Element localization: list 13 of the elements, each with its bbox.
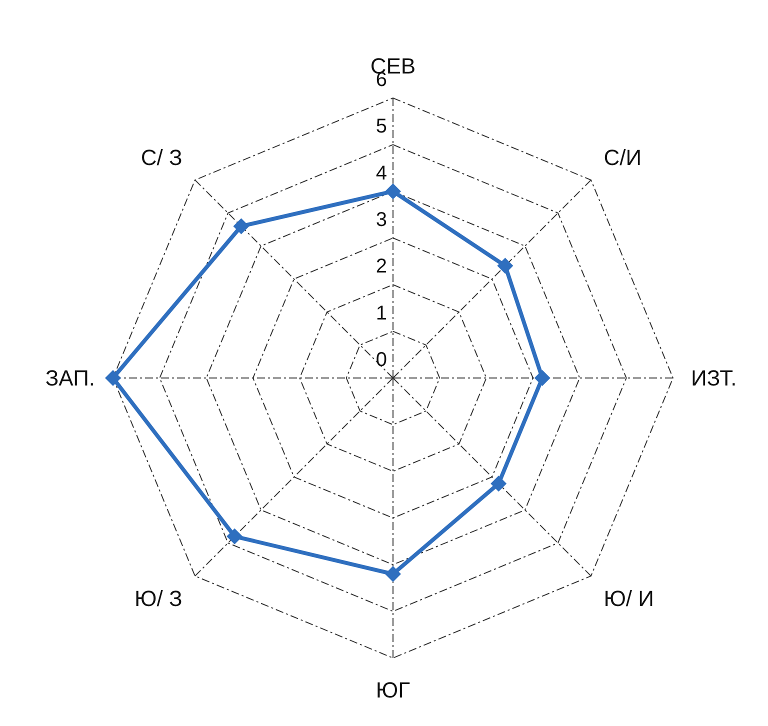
- spoke-label: Ю/ З: [134, 586, 182, 612]
- spoke-label: ЮГ: [376, 678, 410, 702]
- y-tick-label: 5: [376, 116, 387, 138]
- spoke-label: ЗАП.: [45, 366, 95, 390]
- spoke-label: С/И: [604, 144, 642, 170]
- y-tick-label: 0: [376, 349, 387, 371]
- y-tick-label: 3: [376, 209, 387, 231]
- y-tick-label: 2: [376, 256, 387, 278]
- spoke-label: Ю/ И: [604, 586, 654, 612]
- spoke-label: С/ З: [140, 144, 182, 170]
- y-tick-label: 4: [376, 162, 387, 184]
- spoke-label: ИЗТ.: [691, 366, 737, 390]
- y-tick-label: 1: [376, 302, 387, 324]
